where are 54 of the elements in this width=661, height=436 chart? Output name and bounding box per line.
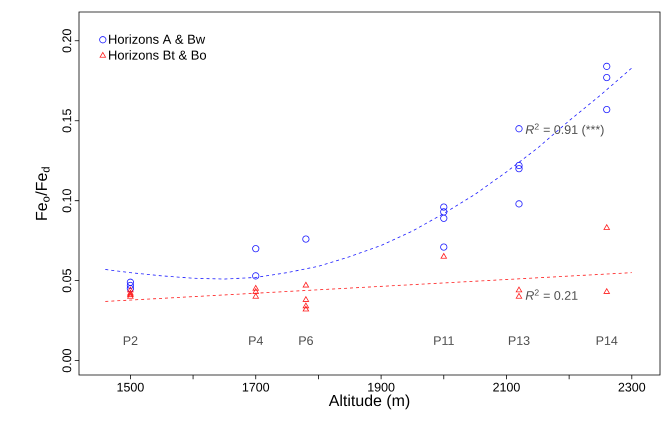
- point: [604, 224, 610, 230]
- point: [252, 245, 260, 252]
- point: [603, 74, 610, 82]
- point: [252, 293, 259, 299]
- y-axis-title: Fe$_{o}$/Fe$_{d}$: [35, 167, 50, 220]
- x-tick-label: 1900: [368, 382, 394, 392]
- annotation: P11: [434, 336, 454, 345]
- point: [302, 302, 310, 308]
- annotation: P13: [508, 336, 530, 346]
- point: [515, 200, 523, 208]
- point: [440, 214, 448, 222]
- x-tick-label: 2100: [493, 382, 520, 392]
- line-series: [104, 68, 632, 280]
- y-tick-label: 0.15: [62, 109, 72, 132]
- annotation: R$^{2}$ = 0.91 (***): [526, 123, 604, 136]
- point: [302, 306, 310, 312]
- point: [515, 165, 523, 172]
- point: [126, 278, 134, 286]
- point: [604, 288, 610, 294]
- x-tick-label: 1500: [117, 382, 144, 392]
- point: [302, 235, 310, 243]
- y-tick-label: 0.10: [62, 189, 72, 212]
- point: [440, 253, 447, 259]
- annotation: P2: [124, 336, 138, 345]
- point: [127, 290, 134, 296]
- point: [603, 106, 610, 114]
- annotation: P14: [596, 336, 618, 345]
- point: [127, 291, 134, 298]
- legend-label: Horizons Bt & Bo: [109, 50, 206, 60]
- point: [440, 204, 448, 211]
- point: [252, 288, 259, 294]
- point: [515, 162, 523, 170]
- point: [252, 272, 260, 280]
- point: [440, 208, 448, 216]
- x-tick-label: 2300: [618, 382, 646, 392]
- point: [302, 296, 310, 302]
- y-tick-label: 0.20: [62, 29, 72, 52]
- annotation: R$^{2}$ = 0.21: [526, 289, 578, 300]
- point: [302, 282, 310, 288]
- point: [440, 243, 448, 251]
- point: [515, 125, 523, 132]
- point: [127, 293, 134, 299]
- point: [252, 285, 259, 291]
- annotation: P6: [299, 336, 313, 346]
- legend-label: Horizons A & Bw: [109, 34, 206, 44]
- annotation: P4: [249, 336, 263, 345]
- point: [516, 286, 522, 292]
- y-tick-label: 0.00: [62, 348, 72, 372]
- point: [126, 282, 134, 290]
- y-tick-label: 0.05: [62, 269, 72, 292]
- point: [516, 293, 522, 299]
- x-axis-title: Altitude (m): [328, 394, 410, 410]
- point: [603, 62, 610, 70]
- x-tick-label: 1700: [242, 382, 270, 392]
